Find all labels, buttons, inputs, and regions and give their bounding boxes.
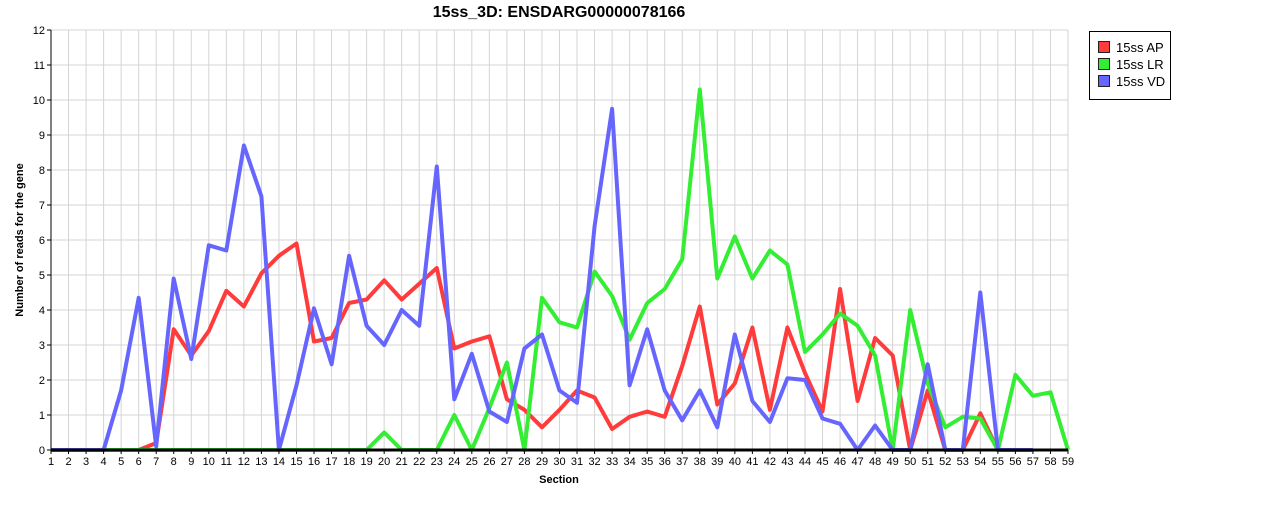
x-tick-label: 44 bbox=[799, 456, 811, 468]
x-tick-label: 56 bbox=[1009, 456, 1021, 468]
x-tick-label: 23 bbox=[431, 456, 443, 468]
x-tick-label: 1 bbox=[48, 456, 54, 468]
x-tick-label: 30 bbox=[553, 456, 565, 468]
x-tick-label: 27 bbox=[501, 456, 513, 468]
x-tick-label: 16 bbox=[308, 456, 320, 468]
x-tick-label: 36 bbox=[659, 456, 671, 468]
y-tick-label: 2 bbox=[39, 375, 45, 387]
x-tick-label: 53 bbox=[957, 456, 969, 468]
x-tick-label: 6 bbox=[136, 456, 142, 468]
x-tick-label: 3 bbox=[83, 456, 89, 468]
x-tick-label: 17 bbox=[325, 456, 337, 468]
x-tick-label: 19 bbox=[360, 456, 372, 468]
x-tick-label: 59 bbox=[1062, 456, 1074, 468]
legend-label-vd: 15ss VD bbox=[1116, 73, 1166, 89]
legend-swatch-ap bbox=[1098, 41, 1110, 53]
x-tick-label: 10 bbox=[203, 456, 215, 468]
x-tick-label: 35 bbox=[641, 456, 653, 468]
x-tick-label: 29 bbox=[536, 456, 548, 468]
legend-item-vd: 15ss VD bbox=[1098, 73, 1165, 89]
x-tick-label: 34 bbox=[624, 456, 636, 468]
x-tick-label: 2 bbox=[65, 456, 71, 468]
x-tick-label: 46 bbox=[834, 456, 846, 468]
x-tick-label: 7 bbox=[153, 456, 159, 468]
x-tick-label: 11 bbox=[221, 456, 232, 468]
series-line-15ss-ap bbox=[51, 241, 1000, 452]
x-axis-label: Section bbox=[539, 474, 579, 486]
x-tick-label: 31 bbox=[571, 456, 583, 468]
x-tick-label: 32 bbox=[588, 456, 600, 468]
x-tick-label: 14 bbox=[273, 456, 285, 468]
x-tick-label: 54 bbox=[974, 456, 986, 468]
x-tick-label: 5 bbox=[118, 456, 124, 468]
x-tick-label: 4 bbox=[101, 456, 107, 468]
x-tick-label: 45 bbox=[816, 456, 828, 468]
x-tick-label: 39 bbox=[711, 456, 723, 468]
x-tick-label: 55 bbox=[992, 456, 1004, 468]
y-tick-label: 9 bbox=[39, 130, 45, 142]
x-tick-label: 9 bbox=[188, 456, 194, 468]
x-tick-label: 15 bbox=[290, 456, 302, 468]
x-tick-label: 48 bbox=[869, 456, 881, 468]
x-tick-label: 33 bbox=[606, 456, 618, 468]
x-tick-label: 24 bbox=[448, 456, 460, 468]
x-tick-label: 21 bbox=[396, 456, 408, 468]
y-tick-label: 12 bbox=[33, 25, 45, 37]
x-tick-label: 49 bbox=[887, 456, 899, 468]
y-tick-label: 11 bbox=[34, 60, 45, 72]
legend: 15ss AP 15ss LR 15ss VD bbox=[1089, 31, 1171, 100]
x-tick-label: 25 bbox=[466, 456, 478, 468]
x-tick-label: 12 bbox=[238, 456, 250, 468]
x-tick-label: 52 bbox=[939, 456, 951, 468]
x-tick-label: 50 bbox=[904, 456, 916, 468]
x-tick-label: 58 bbox=[1044, 456, 1056, 468]
x-tick-label: 20 bbox=[378, 456, 390, 468]
x-tick-label: 41 bbox=[746, 456, 758, 468]
y-tick-label: 3 bbox=[39, 340, 45, 352]
x-tick-label: 26 bbox=[483, 456, 495, 468]
y-tick-label: 0 bbox=[39, 445, 45, 457]
y-tick-label: 1 bbox=[39, 410, 45, 422]
series-line-15ss-vd bbox=[51, 106, 1033, 452]
x-tick-label: 57 bbox=[1027, 456, 1039, 468]
x-tick-label: 40 bbox=[729, 456, 741, 468]
x-axis-ticks: 1 2 3 4 5 6 7 8 9 10 11 12 13 14 15 16 17 18 19 20 21 22 23 24 2… bbox=[48, 450, 1074, 468]
legend-label-lr: 15ss LR bbox=[1116, 56, 1164, 72]
x-tick-label: 51 bbox=[922, 456, 934, 468]
x-tick-label: 13 bbox=[255, 456, 267, 468]
legend-swatch-vd bbox=[1098, 75, 1110, 87]
x-tick-label: 8 bbox=[171, 456, 177, 468]
x-tick-label: 43 bbox=[781, 456, 793, 468]
legend-swatch-lr bbox=[1098, 58, 1110, 70]
y-axis-label: Number of reads for the gene bbox=[14, 163, 26, 316]
y-tick-label: 7 bbox=[39, 200, 45, 212]
legend-label-ap: 15ss AP bbox=[1116, 39, 1164, 55]
chart-title: 15ss_3D: ENSDARG00000078166 bbox=[433, 4, 686, 21]
x-tick-label: 37 bbox=[676, 456, 688, 468]
y-tick-label: 5 bbox=[39, 270, 45, 282]
y-tick-label: 6 bbox=[39, 235, 45, 247]
legend-item-lr: 15ss LR bbox=[1098, 56, 1164, 72]
x-tick-label: 28 bbox=[518, 456, 530, 468]
legend-item-ap: 15ss AP bbox=[1098, 39, 1164, 55]
y-tick-label: 8 bbox=[39, 165, 45, 177]
y-tick-label: 4 bbox=[39, 305, 45, 317]
x-tick-label: 47 bbox=[851, 456, 863, 468]
y-tick-label: 10 bbox=[33, 95, 45, 107]
x-tick-label: 22 bbox=[413, 456, 425, 468]
x-tick-label: 42 bbox=[764, 456, 776, 468]
x-tick-label: 18 bbox=[343, 456, 355, 468]
x-tick-label: 38 bbox=[694, 456, 706, 468]
